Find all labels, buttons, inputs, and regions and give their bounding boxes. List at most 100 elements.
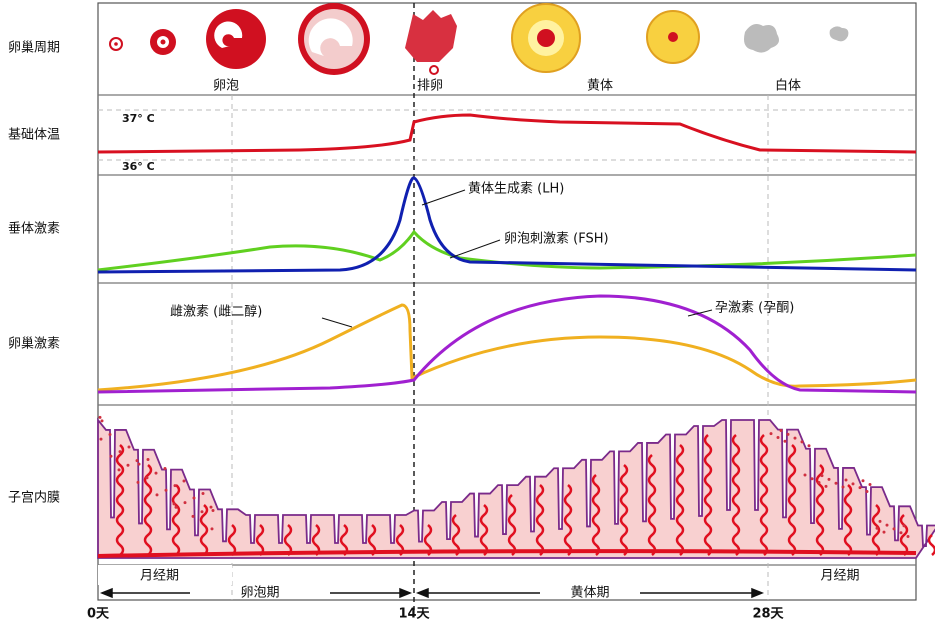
arrow-head — [751, 587, 765, 599]
spiral-artery — [899, 514, 909, 556]
shed-tissue — [817, 481, 821, 485]
corpus-luteum — [668, 32, 678, 42]
row-label: 基础体温 — [8, 128, 60, 143]
shed-tissue — [136, 480, 140, 484]
spiral-artery — [143, 464, 153, 556]
phase-label: 黄体期 — [570, 586, 609, 601]
spiral-artery — [563, 484, 573, 556]
spiral-artery — [535, 484, 545, 556]
ovum — [429, 65, 439, 75]
endometrium-layer — [97, 417, 935, 559]
temp-label: 36° C — [122, 160, 155, 173]
spiral-artery — [339, 524, 349, 556]
ovary-stage-label: 白体 — [775, 78, 801, 94]
shed-tissue — [164, 488, 168, 492]
hormone-label: 卵泡刺激素 (FSH) — [504, 232, 609, 247]
shed-tissue — [109, 454, 113, 458]
spiral-artery — [871, 504, 881, 556]
ovary-stage-label: 排卵 — [417, 79, 443, 94]
shed-tissue — [163, 467, 167, 470]
spiral-artery — [479, 504, 489, 556]
shed-tissue — [192, 496, 196, 500]
endometrium — [97, 415, 935, 559]
hormone-label: 雌激素 (雌二醇) — [170, 304, 262, 320]
spiral-artery — [451, 514, 461, 556]
leader-line — [421, 189, 466, 206]
frame — [97, 2, 917, 601]
ruptured-follicle — [405, 10, 457, 62]
shed-tissue — [892, 527, 896, 531]
row-label: 卵巢周期 — [8, 41, 60, 56]
spiral-artery — [843, 484, 853, 556]
row-dividers — [98, 94, 916, 566]
spiral-artery — [227, 524, 237, 556]
leader-line — [321, 317, 353, 328]
shed-tissue — [899, 531, 903, 535]
ovary-stage-label: 卵泡 — [213, 79, 239, 94]
shed-tissue — [841, 485, 845, 489]
shed-tissue — [882, 530, 886, 534]
spiral-artery — [591, 474, 601, 556]
ovary-icons — [109, 3, 849, 75]
shed-tissue — [779, 429, 783, 433]
hormone-label: 孕激素 (孕酮) — [715, 301, 794, 316]
row-label: 垂体激素 — [8, 222, 60, 237]
day-label: 14天 — [398, 607, 430, 622]
shed-tissue — [807, 444, 811, 448]
arrow-head — [415, 587, 429, 599]
shed-tissue — [137, 462, 141, 466]
shed-tissue — [108, 433, 112, 437]
spiral-artery — [311, 524, 321, 556]
shed-tissue — [191, 514, 195, 518]
shed-tissue — [861, 479, 865, 483]
shed-tissue — [200, 510, 204, 514]
shed-tissue — [155, 493, 159, 497]
shed-tissue — [810, 477, 814, 481]
shed-tissue — [173, 484, 177, 488]
leader-line — [449, 239, 501, 259]
phase-label: 卵泡期 — [240, 586, 279, 601]
phase-arrows — [99, 587, 765, 599]
shed-tissue — [783, 439, 787, 443]
phase-label: 月经期 — [140, 569, 179, 584]
shed-tissue — [211, 509, 215, 513]
follicle — [214, 21, 243, 48]
shed-tissue — [844, 478, 848, 482]
temperature-curve — [97, 113, 917, 154]
arrow-head — [399, 587, 413, 599]
shed-tissue — [865, 489, 869, 493]
shed-tissue — [769, 432, 773, 436]
shed-tissue — [878, 519, 882, 523]
temp-label: 37° C — [122, 112, 155, 125]
shed-tissue — [209, 505, 213, 509]
spiral-artery — [675, 444, 685, 556]
shed-tissue — [834, 481, 838, 485]
shed-tissue — [776, 435, 780, 439]
spiral-artery — [171, 484, 181, 556]
shed-tissue — [827, 477, 831, 481]
spiral-artery — [815, 464, 825, 556]
shed-tissue — [100, 419, 104, 423]
shed-tissue — [820, 474, 824, 478]
lh-curve — [97, 176, 917, 274]
leader-line — [687, 309, 713, 317]
shed-tissue — [99, 437, 103, 441]
follicle — [160, 39, 166, 45]
shed-tissue — [858, 486, 862, 490]
spiral-artery — [199, 504, 209, 556]
day-label: 0天 — [87, 607, 110, 622]
ovary-stage-label: 黄体 — [587, 79, 613, 94]
basal-vessel — [97, 549, 917, 558]
shed-tissue — [126, 463, 130, 467]
corpus-albicans — [744, 24, 779, 53]
spiral-artery — [283, 524, 293, 556]
day-label: 28天 — [752, 607, 784, 622]
shed-tissue — [875, 526, 879, 530]
phase-label: 月经期 — [820, 569, 859, 584]
shed-tissue — [210, 527, 214, 531]
spiral-artery — [255, 524, 265, 556]
shed-tissue — [201, 491, 205, 495]
spiral-artery — [367, 524, 377, 556]
phase-box — [98, 565, 232, 585]
